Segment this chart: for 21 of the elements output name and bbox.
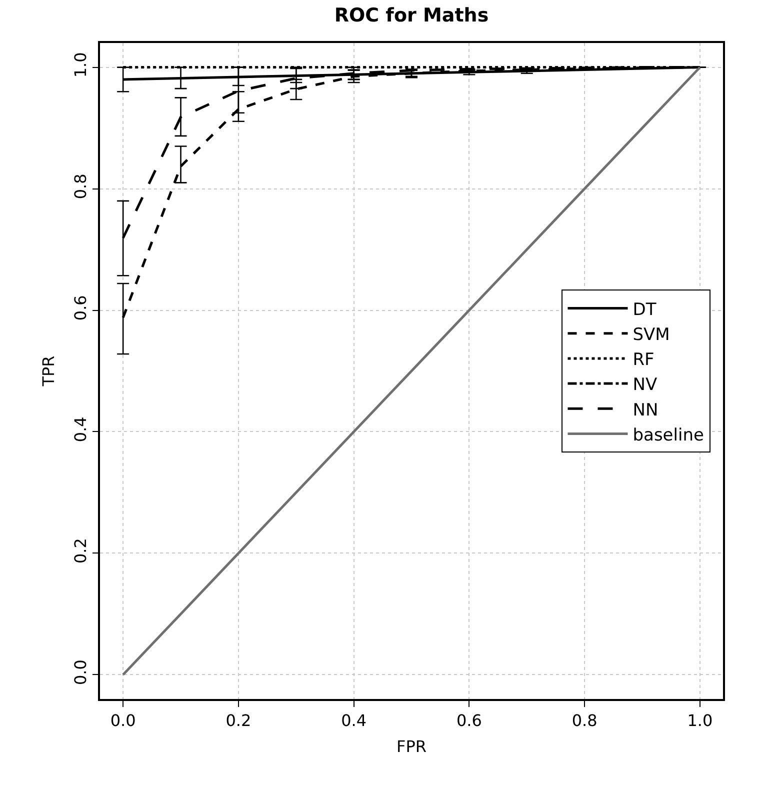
y-tick-label: 0.0: [70, 660, 90, 686]
y-tick-label: 0.4: [70, 416, 90, 442]
x-tick-label: 0.6: [456, 710, 482, 730]
y-tick-label: 0.2: [70, 538, 90, 564]
x-tick-label: 0.8: [572, 710, 598, 730]
legend-label: NN: [632, 400, 658, 420]
legend-label: RF: [632, 350, 654, 370]
y-tick-label: 0.8: [70, 174, 90, 200]
legend-label: baseline: [632, 425, 704, 446]
y-tick-label: 1.0: [70, 52, 90, 78]
legend-label: NV: [632, 375, 658, 396]
legend-label: DT: [632, 300, 657, 320]
x-tick-label: 1.0: [687, 710, 713, 730]
y-axis-title: TPR: [39, 356, 58, 388]
x-tick-label: 0.4: [341, 710, 367, 730]
legend-label: SVM: [632, 324, 670, 345]
y-tick-label: 0.6: [70, 295, 90, 321]
x-tick-label: 0.2: [226, 710, 252, 730]
x-tick-label: 0.0: [110, 710, 136, 730]
chart-title: ROC for Maths: [334, 4, 489, 26]
x-axis-title: FPR: [396, 737, 426, 756]
